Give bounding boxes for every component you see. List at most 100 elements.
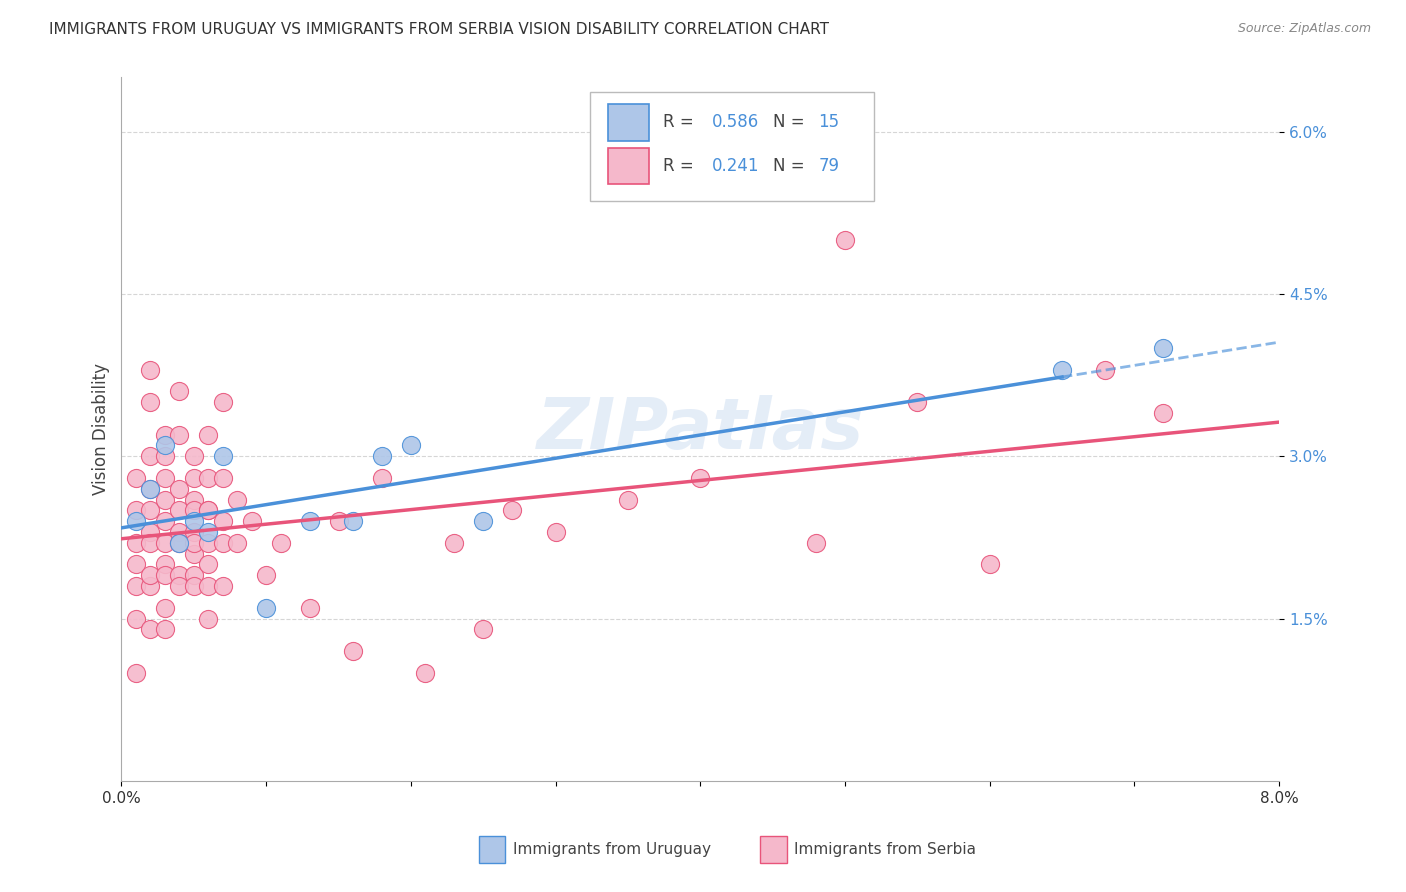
Point [211, 514, 233, 528]
Point [342, 644, 364, 658]
FancyBboxPatch shape [607, 104, 650, 141]
Point [139, 482, 162, 496]
Point [834, 233, 856, 247]
Point [240, 514, 263, 528]
Text: R =: R = [664, 113, 695, 131]
Point [979, 558, 1001, 572]
Point [125, 503, 148, 517]
Point [1094, 362, 1116, 376]
Point [197, 558, 219, 572]
Point [905, 395, 928, 409]
Point [169, 524, 191, 539]
Point [298, 514, 321, 528]
Text: N =: N = [773, 113, 804, 131]
FancyBboxPatch shape [591, 92, 875, 201]
Point [153, 427, 176, 442]
Point [183, 536, 205, 550]
Point [139, 524, 162, 539]
Point [183, 547, 205, 561]
Point [211, 579, 233, 593]
Point [197, 579, 219, 593]
Point [183, 524, 205, 539]
Point [298, 600, 321, 615]
Point [371, 471, 394, 485]
Point [617, 492, 640, 507]
Point [254, 600, 277, 615]
Point [153, 449, 176, 463]
Point [211, 395, 233, 409]
Point [153, 471, 176, 485]
Y-axis label: Vision Disability: Vision Disability [93, 363, 110, 495]
Text: Immigrants from Uruguay: Immigrants from Uruguay [513, 842, 711, 856]
Point [197, 503, 219, 517]
Point [443, 536, 465, 550]
Point [211, 471, 233, 485]
Point [183, 449, 205, 463]
Text: Source: ZipAtlas.com: Source: ZipAtlas.com [1237, 22, 1371, 36]
Point [211, 449, 233, 463]
FancyBboxPatch shape [607, 148, 650, 185]
Point [804, 536, 827, 550]
Point [125, 665, 148, 680]
Point [139, 568, 162, 582]
Point [472, 623, 495, 637]
Point [125, 579, 148, 593]
Point [328, 514, 350, 528]
Point [139, 579, 162, 593]
Point [125, 514, 148, 528]
Point [197, 503, 219, 517]
Point [1152, 341, 1174, 355]
Point [197, 427, 219, 442]
Point [153, 558, 176, 572]
Point [226, 492, 249, 507]
Point [399, 438, 422, 452]
Text: 0.241: 0.241 [711, 157, 759, 175]
Point [125, 558, 148, 572]
Point [169, 536, 191, 550]
Point [472, 514, 495, 528]
Point [183, 471, 205, 485]
Text: 0.586: 0.586 [711, 113, 759, 131]
Point [270, 536, 292, 550]
Text: □: □ [763, 839, 783, 859]
Text: 15: 15 [818, 113, 839, 131]
Point [139, 449, 162, 463]
Point [139, 623, 162, 637]
Point [139, 395, 162, 409]
Point [254, 568, 277, 582]
Point [153, 600, 176, 615]
Text: 79: 79 [818, 157, 839, 175]
Point [415, 665, 437, 680]
Point [183, 514, 205, 528]
Point [125, 536, 148, 550]
Point [689, 471, 711, 485]
Text: □: □ [482, 839, 502, 859]
Point [169, 384, 191, 399]
Point [183, 579, 205, 593]
Point [226, 536, 249, 550]
Point [544, 524, 567, 539]
Point [169, 427, 191, 442]
Point [169, 536, 191, 550]
Point [125, 471, 148, 485]
Point [197, 536, 219, 550]
Text: ZIPatlas: ZIPatlas [537, 394, 863, 464]
Point [197, 611, 219, 625]
Point [342, 514, 364, 528]
Point [1152, 406, 1174, 420]
Point [139, 503, 162, 517]
Text: Immigrants from Serbia: Immigrants from Serbia [794, 842, 976, 856]
Point [169, 482, 191, 496]
Point [153, 536, 176, 550]
Point [197, 471, 219, 485]
Point [183, 568, 205, 582]
Point [139, 482, 162, 496]
Point [139, 536, 162, 550]
Text: IMMIGRANTS FROM URUGUAY VS IMMIGRANTS FROM SERBIA VISION DISABILITY CORRELATION : IMMIGRANTS FROM URUGUAY VS IMMIGRANTS FR… [49, 22, 830, 37]
Point [211, 536, 233, 550]
Text: N =: N = [773, 157, 804, 175]
Point [169, 503, 191, 517]
Point [153, 623, 176, 637]
Point [153, 568, 176, 582]
Point [169, 579, 191, 593]
